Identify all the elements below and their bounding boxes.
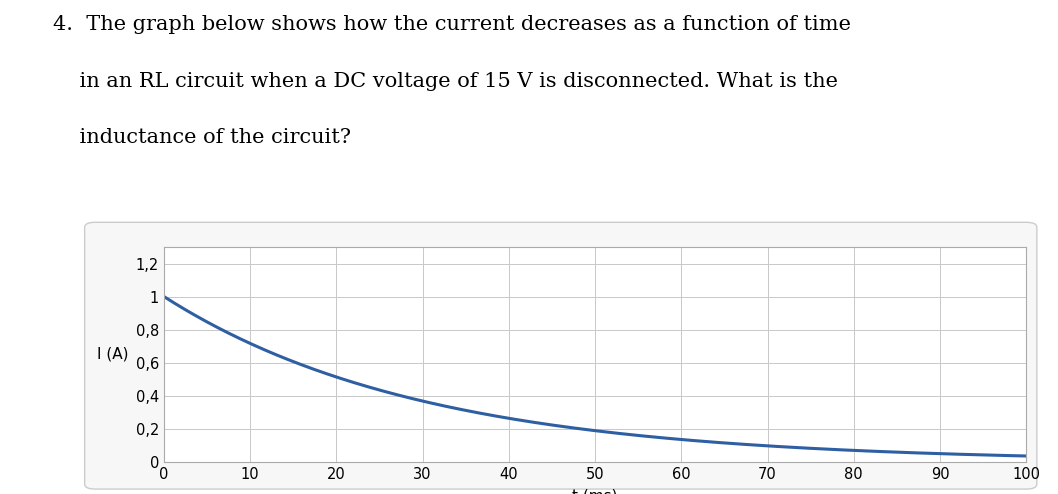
- Y-axis label: I (A): I (A): [97, 347, 129, 362]
- Text: inductance of the circuit?: inductance of the circuit?: [53, 128, 351, 147]
- Text: in an RL circuit when a DC voltage of 15 V is disconnected. What is the: in an RL circuit when a DC voltage of 15…: [53, 72, 838, 90]
- X-axis label: t (ms): t (ms): [572, 489, 618, 494]
- Text: 4.  The graph below shows how the current decreases as a function of time: 4. The graph below shows how the current…: [53, 15, 851, 34]
